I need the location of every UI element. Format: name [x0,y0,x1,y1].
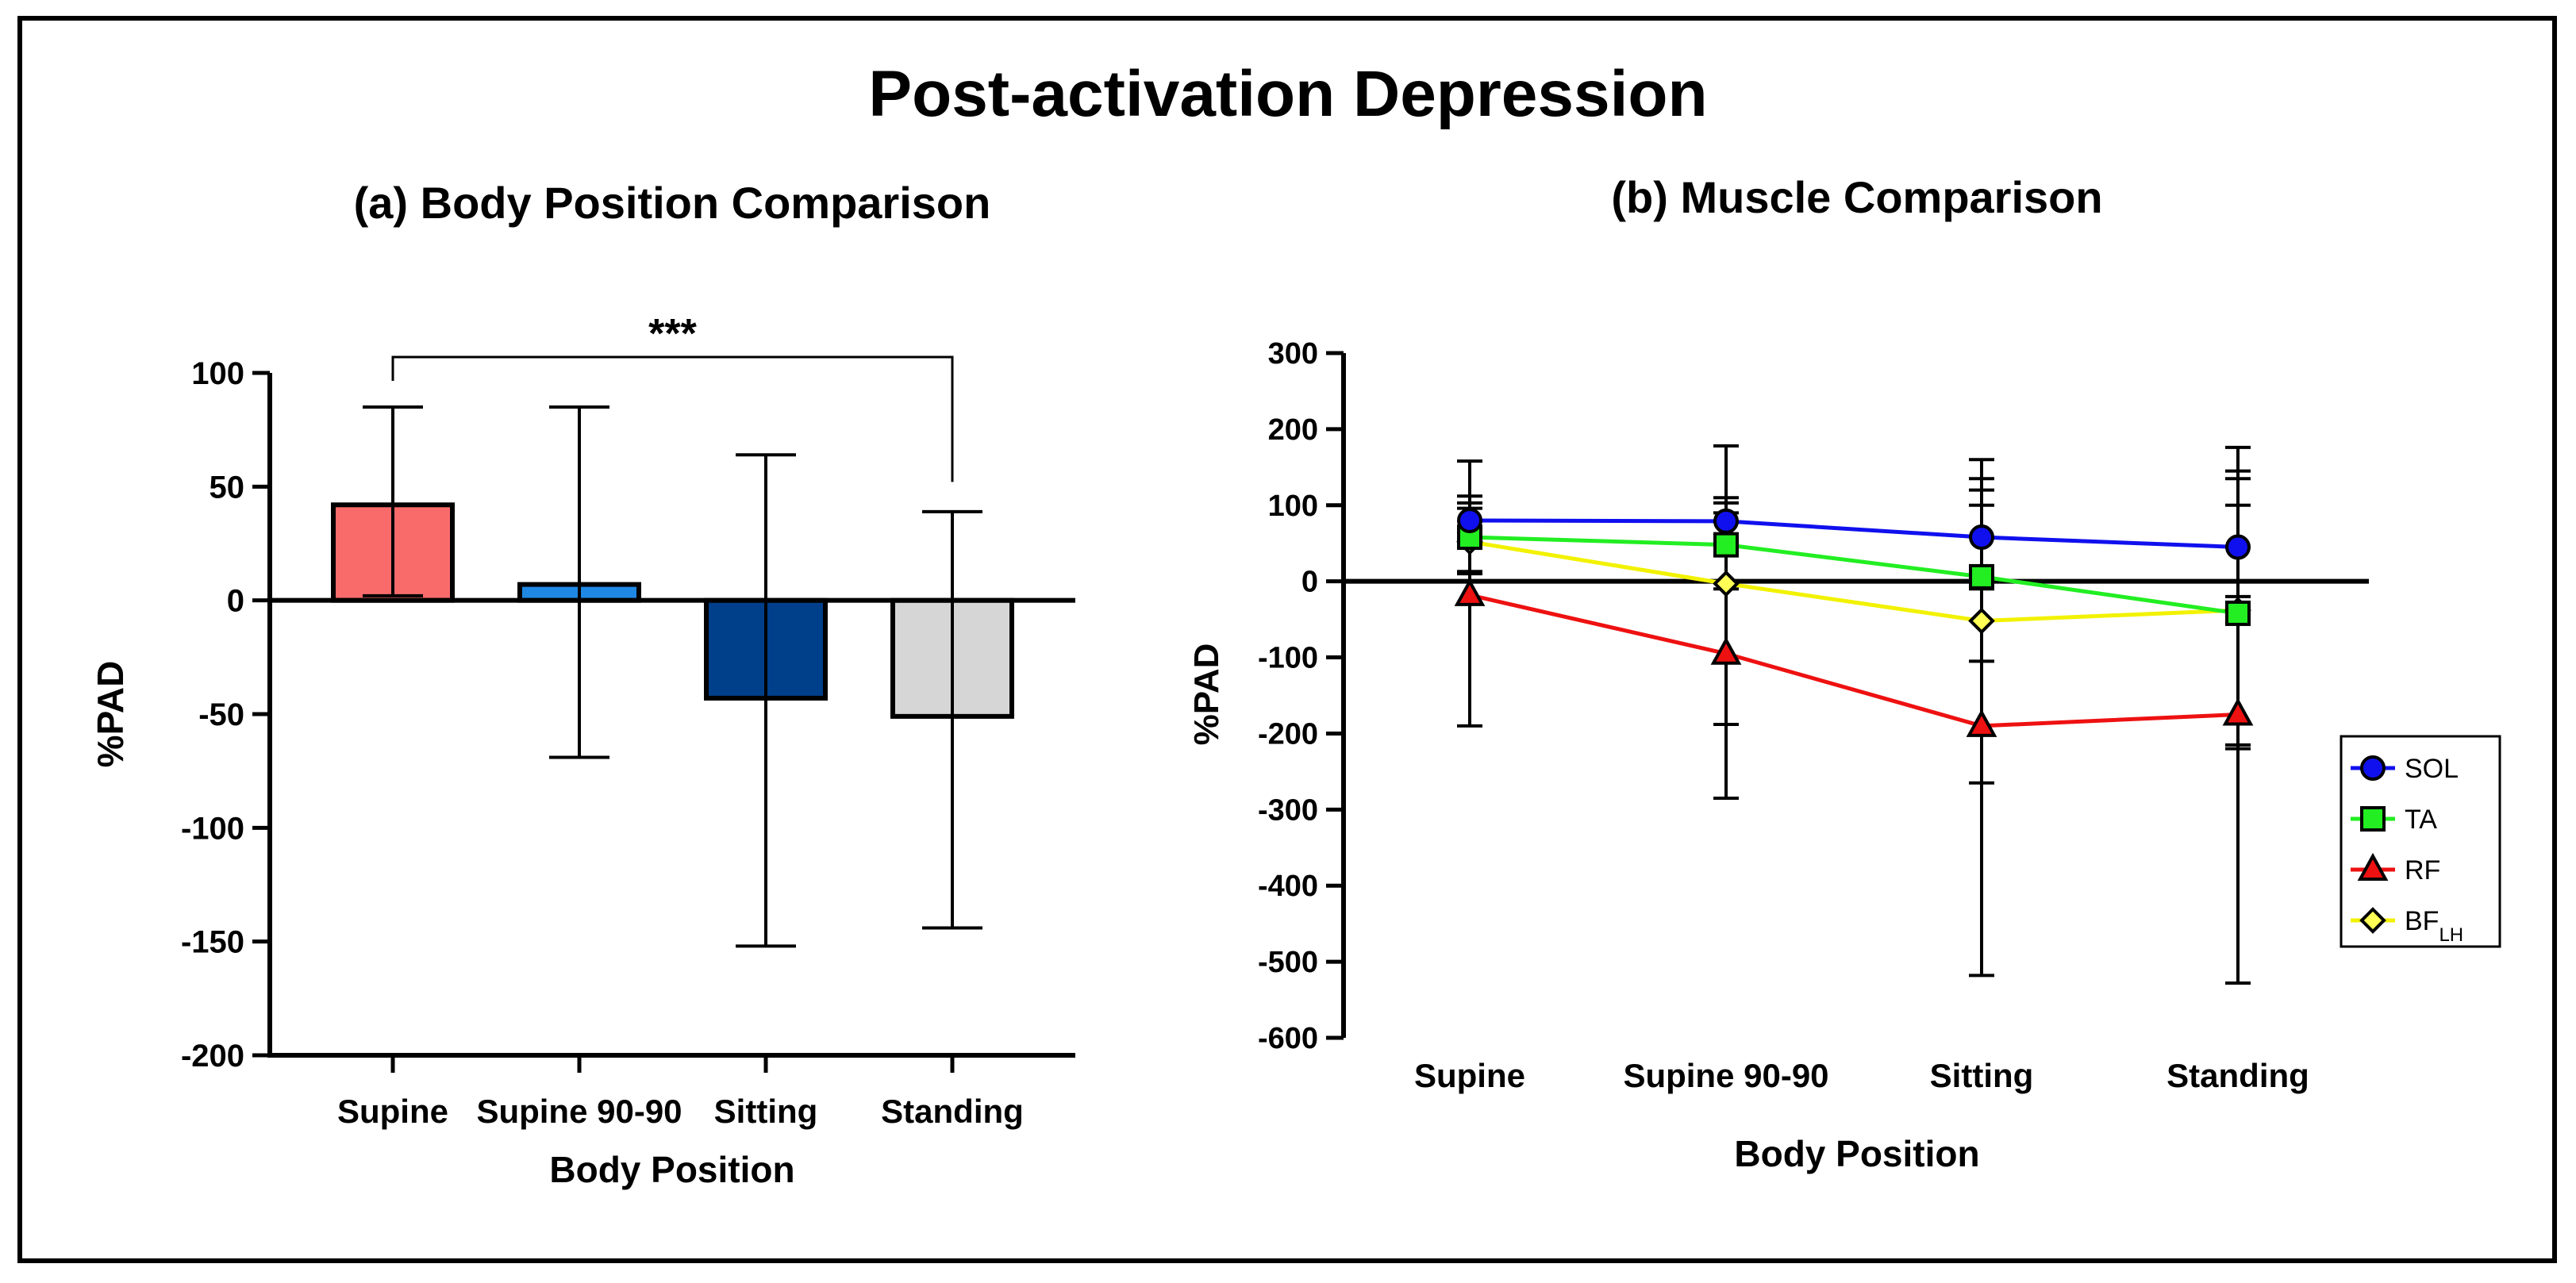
point-ta [1969,563,1994,590]
significance-bracket [391,355,954,482]
y-tick-label: 300 [1268,337,1318,371]
y-tick-label: 100 [1268,490,1318,523]
point-rf [1710,636,1742,665]
line-chart-title: (b) Muscle Comparison [1611,172,2102,222]
x-tick-label: Sitting [1930,1057,2034,1094]
point-rf [1454,578,1486,606]
point-sol [2225,534,2251,560]
point-rf [2222,697,2254,726]
legend-marker-bf [2359,907,2386,934]
legend-label-subscript: LH [2439,924,2463,946]
line-chart-x-label: Body Position [1734,1133,1979,1174]
y-tick-label: 100 [191,356,244,391]
legend-label-ta: TA [2405,805,2437,835]
figure-border [17,16,2557,1263]
x-tick-label: Supine 90-90 [1623,1057,1828,1094]
y-tick-label: -500 [1258,946,1318,979]
series-line-bf [1469,540,2239,624]
point-bf [1968,607,1995,635]
y-tick-label: -100 [1258,642,1318,675]
y-tick-label: -600 [1258,1022,1318,1055]
y-tick-label: -200 [1258,717,1318,751]
point-rf [1966,709,1997,737]
series-line-sol [1469,518,2239,550]
bar-chart-x-label: Body Position [549,1149,794,1190]
figure-title: Post-activation Depression [868,58,1708,130]
significance-label: *** [648,311,697,357]
bar-chart-title: (a) Body Position Comparison [354,178,991,228]
point-sol [1713,508,1739,534]
y-tick-label: 0 [227,584,244,619]
legend-label-sol: SOL [2405,754,2459,784]
x-tick-label: Sitting [714,1093,818,1130]
x-tick-label: Standing [881,1093,1024,1130]
series-line-ta [1469,535,2239,616]
point-sol [1969,524,1994,551]
line-chart-panel: (b) Muscle Comparison Body Position %PAD 30… [1187,172,2501,1174]
y-tick-label: -400 [1258,870,1318,903]
line-chart-y-label: %PAD [1187,643,1226,746]
legend-marker-ta [2360,806,2386,832]
x-tick-label: Standing [2167,1057,2309,1094]
legend-label-rf: RF [2405,855,2440,885]
x-tick-label: Supine [1414,1057,1525,1094]
legend-marker-rf [2357,852,2389,881]
series-line-rf [1469,593,2239,728]
y-tick-label: -150 [181,925,244,960]
y-tick-label: 50 [210,470,245,505]
point-ta [2225,600,2251,626]
x-tick-label: Supine 90-90 [476,1093,682,1130]
x-tick-label: Supine [337,1093,448,1130]
bar-chart-panel: (a) Body Position Comparison Body Positio… [90,178,1075,1190]
point-ta [1713,532,1739,558]
y-tick-label: 200 [1268,413,1318,447]
y-tick-label: -200 [181,1039,244,1074]
y-tick-label: 0 [1301,566,1318,599]
point-bf [1713,570,1740,597]
legend-marker-sol [2360,755,2386,781]
y-tick-label: -100 [181,811,244,846]
point-sol [1457,507,1482,533]
bar-chart-y-label: %PAD [90,661,131,768]
y-tick-label: -50 [198,697,244,732]
y-tick-label: -300 [1258,793,1318,827]
